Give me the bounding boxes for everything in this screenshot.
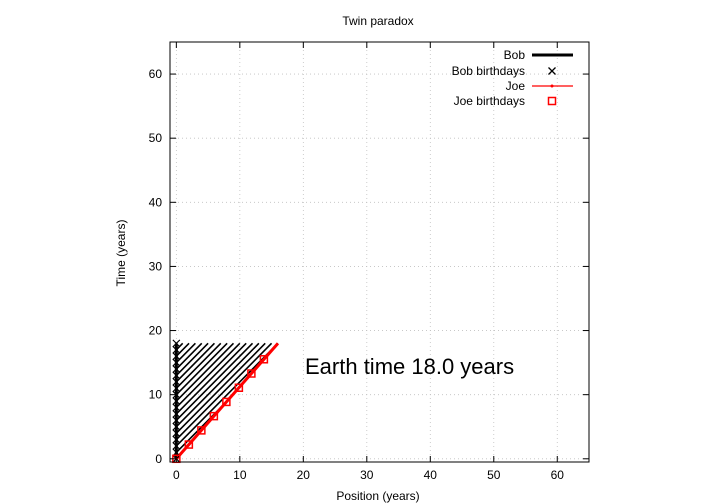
- y-tick-label: 10: [149, 388, 163, 402]
- grid: [170, 42, 589, 462]
- joe-birthday-point: [247, 369, 256, 378]
- light-signal-line: [175, 342, 266, 434]
- legend-label: Joe birthdays: [454, 94, 525, 108]
- legend-swatch-joe-dot: [550, 84, 554, 88]
- joe-birthday-dot: [237, 386, 240, 389]
- light-signal-line: [175, 342, 247, 415]
- light-signal-lines: [175, 342, 279, 453]
- series-layer: [172, 339, 280, 464]
- chart-title: Twin paradox: [342, 14, 413, 28]
- bob-birthday-point: [172, 339, 181, 348]
- y-tick-label: 20: [149, 324, 163, 338]
- joe-birthday-dot: [200, 429, 203, 432]
- legend-swatch-joe-birthdays: [547, 96, 557, 106]
- bob-birthday-point: [172, 384, 181, 393]
- bob-birthday-point: [172, 377, 181, 386]
- light-signal-line: [175, 342, 241, 409]
- joe-birthday-point: [184, 440, 194, 449]
- bob-birthday-point: [172, 365, 181, 373]
- joe-birthday-point: [234, 383, 244, 392]
- plot-frame: [169, 41, 590, 463]
- y-tick-label: 50: [149, 131, 163, 145]
- light-signal-line: [175, 342, 260, 428]
- light-signal-line: [175, 342, 203, 370]
- bob-birthday-point: [172, 422, 181, 431]
- joe-birthday-point: [222, 397, 231, 407]
- joe-birthday-point: [197, 426, 206, 435]
- bob-birthday-point: [172, 429, 181, 438]
- y-tick-label: 30: [149, 259, 163, 273]
- x-tick-label: 60: [551, 468, 565, 482]
- bob-birthday-point: [172, 358, 181, 367]
- light-signal-line: [175, 342, 235, 402]
- y-tick-label: 40: [149, 195, 163, 209]
- x-tick-label: 30: [360, 468, 374, 482]
- y-tick-label: 60: [149, 67, 163, 81]
- joe-birthday-dot: [225, 400, 228, 403]
- joe-birthday-dot: [250, 372, 253, 375]
- bob-birthday-point: [172, 345, 181, 354]
- legend-label: Bob: [504, 48, 526, 62]
- x-tick-label: 0: [173, 468, 180, 482]
- bob-birthday-point: [172, 435, 181, 444]
- bob-birthday-point: [172, 409, 181, 418]
- light-signal-line: [175, 342, 222, 389]
- x-tick-label: 50: [487, 468, 501, 482]
- ticks: 0 10 20 30 40 50 60 0 10 20 30 40 50 60: [149, 42, 589, 482]
- y-axis-label: Time (years): [114, 220, 128, 287]
- x-axis-label: Position (years): [336, 489, 419, 503]
- light-signal-line: [175, 342, 209, 376]
- x-tick-label: 20: [297, 468, 311, 482]
- bob-birthday-point: [172, 371, 181, 380]
- joe-birthday-dot: [187, 443, 190, 446]
- light-signal-line: [175, 342, 273, 441]
- bob-birthday-point: [172, 416, 181, 425]
- light-signal-line: [175, 342, 254, 421]
- bob-birthday-point: [172, 397, 181, 406]
- bob-birthday-point: [172, 352, 181, 361]
- light-signal-line: [175, 342, 228, 396]
- legend-label: Joe: [506, 79, 526, 93]
- bob-birthday-point: [172, 442, 181, 450]
- joe-birthday-dot: [212, 415, 215, 418]
- legend-label: Bob birthdays: [452, 64, 525, 78]
- joe-birthday-point: [259, 355, 269, 364]
- light-signal-line: [175, 342, 216, 383]
- joe-birthday-point: [209, 411, 219, 421]
- annotation-earth-time: Earth time 18.0 years: [305, 354, 514, 379]
- bob-birthday-point: [172, 390, 181, 399]
- y-tick-label: 0: [155, 452, 162, 466]
- legend-swatch-bob-birthdays: [548, 67, 556, 75]
- bob-birthday-point: [172, 403, 181, 412]
- x-tick-label: 40: [424, 468, 438, 482]
- joe-birthday-dot: [262, 358, 265, 361]
- x-tick-label: 10: [233, 468, 247, 482]
